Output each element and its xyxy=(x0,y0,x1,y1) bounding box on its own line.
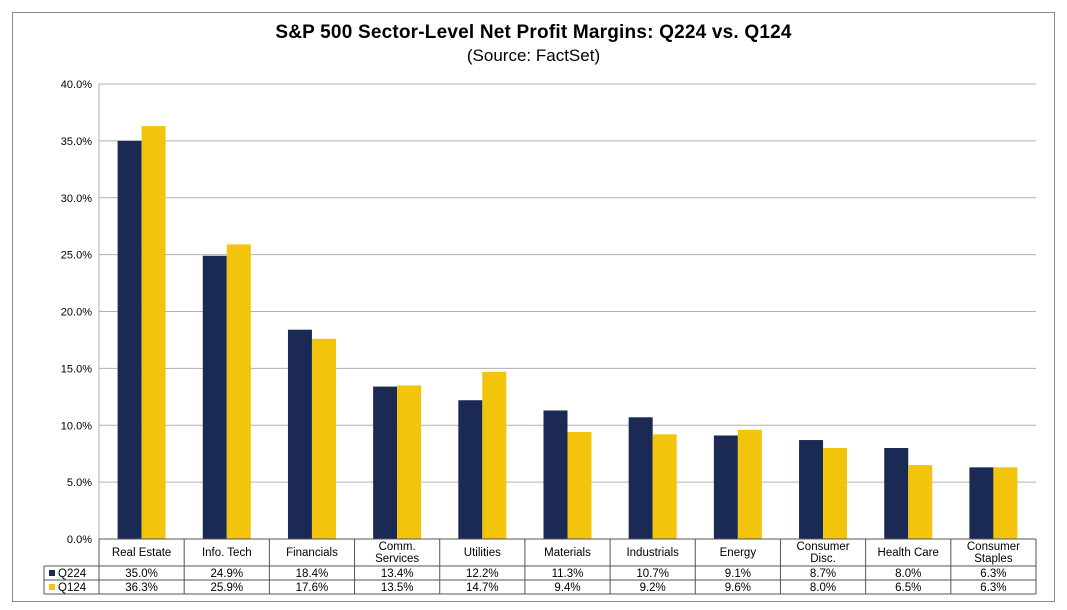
bar-q124 xyxy=(226,244,251,539)
category-label: Info. Tech xyxy=(202,547,252,559)
y-tick-label: 40.0% xyxy=(61,79,92,91)
bar-q224 xyxy=(117,140,142,539)
data-label: 13.5% xyxy=(381,582,414,594)
data-label: 6.3% xyxy=(980,568,1006,580)
bar-q224 xyxy=(884,448,909,539)
category-label: Materials xyxy=(544,547,591,559)
data-label: 12.2% xyxy=(466,568,499,580)
category-label: Utilities xyxy=(464,547,501,559)
chart-frame xyxy=(12,12,1055,602)
chart-title: S&P 500 Sector-Level Net Profit Margins:… xyxy=(275,22,792,43)
y-tick-label: 20.0% xyxy=(61,307,92,319)
legend-label: Q124 xyxy=(58,582,87,594)
y-axis-tick-labels: 0.0% 5.0% 10.0% 15.0% 20.0% 25.0% 30.0% 35.0% 40… xyxy=(61,79,92,546)
y-tick-label: 15.0% xyxy=(61,363,92,375)
y-tick-label: 10.0% xyxy=(61,420,92,432)
bar-q124 xyxy=(823,448,848,539)
bar-q124 xyxy=(141,126,166,540)
bar-q224 xyxy=(969,467,994,539)
y-tick-label: 0.0% xyxy=(67,534,92,546)
data-label: 35.0% xyxy=(125,568,158,580)
bar-q224 xyxy=(543,410,568,539)
bar-q224 xyxy=(373,386,398,539)
data-label: 18.4% xyxy=(296,568,329,580)
y-tick-label: 5.0% xyxy=(67,477,92,489)
bar-q124 xyxy=(652,434,677,539)
bars xyxy=(117,126,1018,540)
category-label: Comm. Services xyxy=(375,541,419,565)
bar-q224 xyxy=(458,400,483,539)
category-label: Financials xyxy=(286,547,338,559)
data-label: 6.5% xyxy=(895,582,921,594)
bar-q224 xyxy=(799,440,824,539)
bar-q124 xyxy=(993,467,1018,539)
bar-q224 xyxy=(628,417,653,539)
data-label: 25.9% xyxy=(210,582,243,594)
bar-q124 xyxy=(311,338,336,539)
data-label: 10.7% xyxy=(636,568,669,580)
y-tick-label: 35.0% xyxy=(61,136,92,148)
data-table: Real Estate Info. Tech Financials Comm. Serv… xyxy=(43,538,1037,595)
bar-q224 xyxy=(202,255,227,539)
data-label: 9.1% xyxy=(725,568,751,580)
bar-q124 xyxy=(397,385,422,539)
data-label: 11.3% xyxy=(552,568,584,580)
data-label: 9.6% xyxy=(725,582,751,594)
data-label: 13.4% xyxy=(381,568,414,580)
bar-q124 xyxy=(482,371,507,539)
category-label: Industrials xyxy=(626,547,679,559)
data-label: 6.3% xyxy=(980,582,1006,594)
data-label: 17.6% xyxy=(296,582,329,594)
legend-label: Q224 xyxy=(58,568,87,580)
category-label: Consumer Disc. xyxy=(797,541,850,565)
y-tick-label: 30.0% xyxy=(61,193,92,205)
data-label: 8.0% xyxy=(895,568,921,580)
chart-subtitle: (Source: FactSet) xyxy=(466,46,601,65)
legend-swatch-q224 xyxy=(49,570,55,576)
data-label: 8.0% xyxy=(810,582,836,594)
category-label: Consumer Staples xyxy=(967,541,1020,565)
bar-q124 xyxy=(908,465,933,539)
bar-q124 xyxy=(737,429,762,539)
y-tick-label: 25.0% xyxy=(61,250,92,262)
gridlines xyxy=(98,83,1036,539)
legend-swatch-q124 xyxy=(49,584,55,590)
bar-q224 xyxy=(713,435,738,539)
category-label: Health Care xyxy=(878,547,939,559)
data-label: 9.4% xyxy=(554,582,580,594)
bar-q224 xyxy=(287,329,312,539)
bar-q124 xyxy=(567,432,592,539)
category-label: Real Estate xyxy=(112,547,171,559)
data-label: 8.7% xyxy=(810,568,836,580)
data-label: 36.3% xyxy=(125,582,158,594)
data-label: 24.9% xyxy=(210,568,243,580)
category-label: Energy xyxy=(720,547,757,559)
data-label: 14.7% xyxy=(466,582,499,594)
data-label: 9.2% xyxy=(640,582,666,594)
